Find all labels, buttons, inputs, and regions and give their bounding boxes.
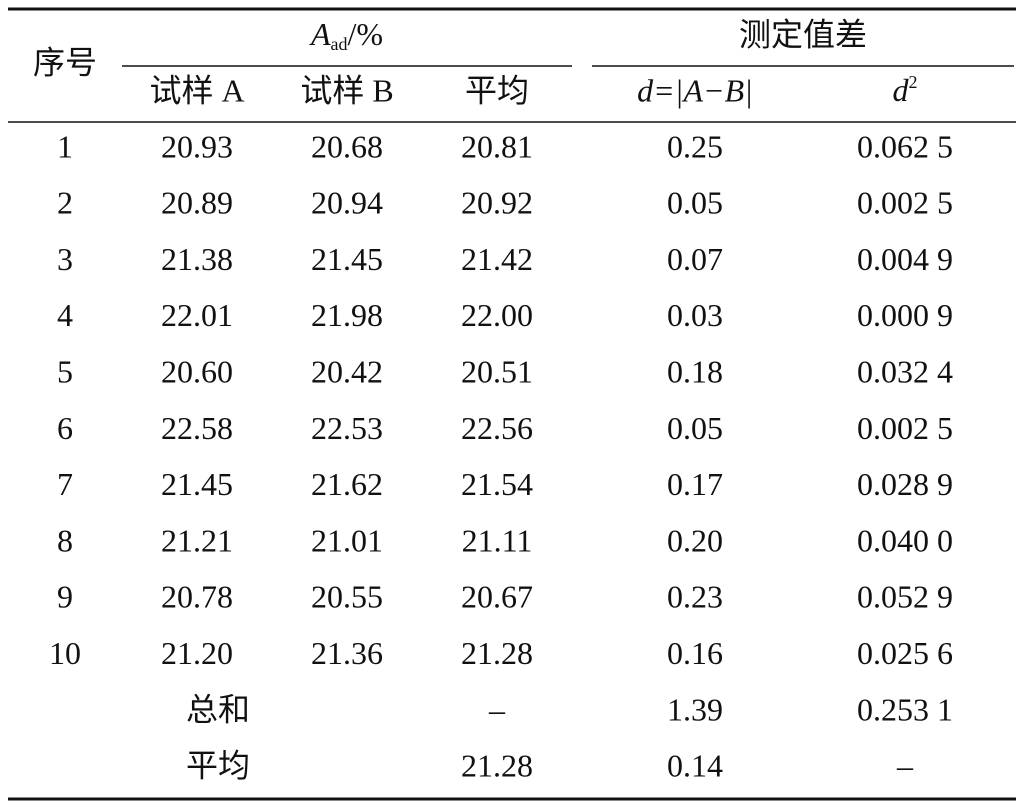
- header-column: d=|A−B|: [637, 72, 753, 108]
- cell: 6: [57, 410, 73, 446]
- cell: 20.60: [161, 354, 233, 390]
- cell: 0.040 0: [857, 522, 953, 558]
- header-column: 平均: [465, 72, 529, 108]
- cell: 0.028 9: [857, 466, 953, 502]
- cell: 8: [57, 522, 73, 558]
- cell: 0.002 5: [857, 185, 953, 221]
- cell: 0.14: [667, 748, 723, 784]
- cell: 22.53: [311, 410, 383, 446]
- header-group-a: Aad/%: [309, 16, 383, 54]
- cell: 21.11: [462, 522, 533, 558]
- cell: 22.58: [161, 410, 233, 446]
- cell: 20.93: [161, 128, 233, 164]
- cell: 21.21: [161, 522, 233, 558]
- header-column: 试样 A: [149, 72, 244, 108]
- cell: 0.032 4: [857, 354, 953, 390]
- subscript: ad: [331, 34, 348, 54]
- cell: 2: [57, 185, 73, 221]
- cell: 22.56: [461, 410, 533, 446]
- cell: –: [896, 748, 914, 784]
- cell: 0.062 5: [857, 128, 953, 164]
- cell: 20.55: [311, 579, 383, 615]
- cell: 20.92: [461, 185, 533, 221]
- cell: 9: [57, 579, 73, 615]
- summary-label: 平均: [186, 748, 250, 784]
- cell: 21.54: [461, 466, 533, 502]
- cell: 21.45: [311, 241, 383, 277]
- cell: 0.002 5: [857, 410, 953, 446]
- cell: 21.01: [311, 522, 383, 558]
- cell: 0.025 6: [857, 635, 953, 671]
- cell: 0.23: [667, 579, 723, 615]
- cell: 1.39: [667, 691, 723, 727]
- cell: 20.81: [461, 128, 533, 164]
- cell: 20.42: [311, 354, 383, 390]
- cell: 21.20: [161, 635, 233, 671]
- cell: 0.16: [667, 635, 723, 671]
- cell: 0.17: [667, 466, 723, 502]
- cell: 5: [57, 354, 73, 390]
- cell: 22.01: [161, 297, 233, 333]
- cell: 0.20: [667, 522, 723, 558]
- cell: 20.94: [311, 185, 383, 221]
- cell: 0.03: [667, 297, 723, 333]
- cell: 3: [57, 241, 73, 277]
- cell: 22.00: [461, 297, 533, 333]
- cell: 20.67: [461, 579, 533, 615]
- cell: 7: [57, 466, 73, 502]
- cell: 21.98: [311, 297, 383, 333]
- header-index: 序号: [33, 44, 97, 80]
- summary-label: 总和: [186, 691, 250, 727]
- cell: 20.89: [161, 185, 233, 221]
- header-column: 试样 B: [300, 72, 393, 108]
- symbol: A: [309, 16, 331, 52]
- cell: 0.18: [667, 354, 723, 390]
- cell: 21.28: [461, 635, 533, 671]
- cell: 10: [49, 635, 81, 671]
- superscript: 2: [909, 72, 918, 92]
- cell: –: [488, 691, 506, 727]
- cell: 21.62: [311, 466, 383, 502]
- cell: 21.45: [161, 466, 233, 502]
- header-group-b: 测定值差: [739, 16, 867, 52]
- cell: 4: [57, 297, 73, 333]
- cell: 21.28: [461, 748, 533, 784]
- cell: 21.36: [311, 635, 383, 671]
- cell: 20.78: [161, 579, 233, 615]
- cell: 21.38: [161, 241, 233, 277]
- cell: 0.05: [667, 185, 723, 221]
- cell: 1: [57, 128, 73, 164]
- cell: 0.052 9: [857, 579, 953, 615]
- symbol: d: [893, 72, 910, 108]
- cell: 0.253 1: [857, 691, 953, 727]
- cell: 20.68: [311, 128, 383, 164]
- cell: 0.25: [667, 128, 723, 164]
- cell: 0.004 9: [857, 241, 953, 277]
- cell: 20.51: [461, 354, 533, 390]
- suffix: /%: [348, 16, 384, 52]
- cell: 0.07: [667, 241, 723, 277]
- cell: 0.000 9: [857, 297, 953, 333]
- header-column: d2: [893, 72, 918, 108]
- cell: 21.42: [461, 241, 533, 277]
- cell: 0.05: [667, 410, 723, 446]
